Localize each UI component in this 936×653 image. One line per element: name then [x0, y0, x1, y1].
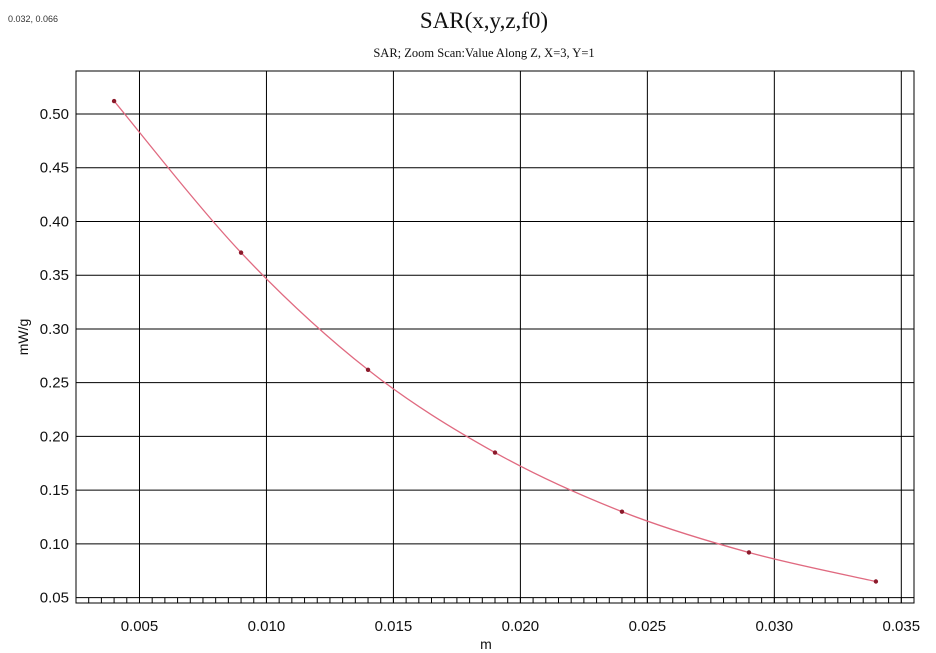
chart-title: SAR(x,y,z,f0): [420, 8, 548, 33]
y-axis-label: mW/g: [15, 319, 31, 356]
y-tick-label-2: 0.15: [40, 482, 69, 499]
data-point-0: [111, 98, 117, 104]
grid-lines: [76, 71, 914, 603]
y-tick-label-1: 0.10: [40, 536, 69, 553]
y-tick-label-5: 0.30: [40, 321, 69, 338]
y-tick-label-7: 0.40: [40, 213, 69, 230]
data-point-3: [492, 450, 498, 455]
x-tick-label-2: 0.015: [375, 618, 413, 635]
data-point-5: [746, 550, 752, 555]
y-tick-label-4: 0.25: [40, 375, 69, 392]
x-tick-label-4: 0.025: [629, 618, 667, 635]
y-tick-label-9: 0.50: [40, 106, 69, 123]
x-tick-label-3: 0.020: [502, 618, 540, 635]
chart-subtitle: SAR; Zoom Scan:Value Along Z, X=3, Y=1: [373, 46, 594, 60]
y-tick-label-0: 0.05: [40, 590, 69, 607]
x-axis-label: m: [480, 636, 492, 652]
y-tick-label-6: 0.35: [40, 267, 69, 284]
data-series: [111, 98, 879, 584]
data-point-2: [365, 367, 371, 372]
minor-ticks: [75, 598, 915, 603]
x-tick-label-6: 0.035: [883, 618, 921, 635]
y-tick-labels: 0.05 0.10 0.15 0.20 0.25 0.30 0.35 0.40 0.45 0.50: [40, 106, 69, 607]
y-tick-label-3: 0.20: [40, 428, 69, 445]
coordinate-readout: 0.032, 0.066: [8, 14, 58, 24]
data-point-4: [619, 509, 625, 514]
x-tick-label-1: 0.010: [248, 618, 286, 635]
data-point-1: [238, 250, 244, 255]
plot-area: [75, 70, 915, 604]
x-tick-labels: 0.005 0.010 0.015 0.020 0.025 0.030 0.035: [121, 618, 920, 635]
x-tick-label-5: 0.030: [756, 618, 794, 635]
y-tick-label-8: 0.45: [40, 160, 69, 177]
data-point-6: [873, 579, 879, 584]
x-tick-label-0: 0.005: [121, 618, 159, 635]
